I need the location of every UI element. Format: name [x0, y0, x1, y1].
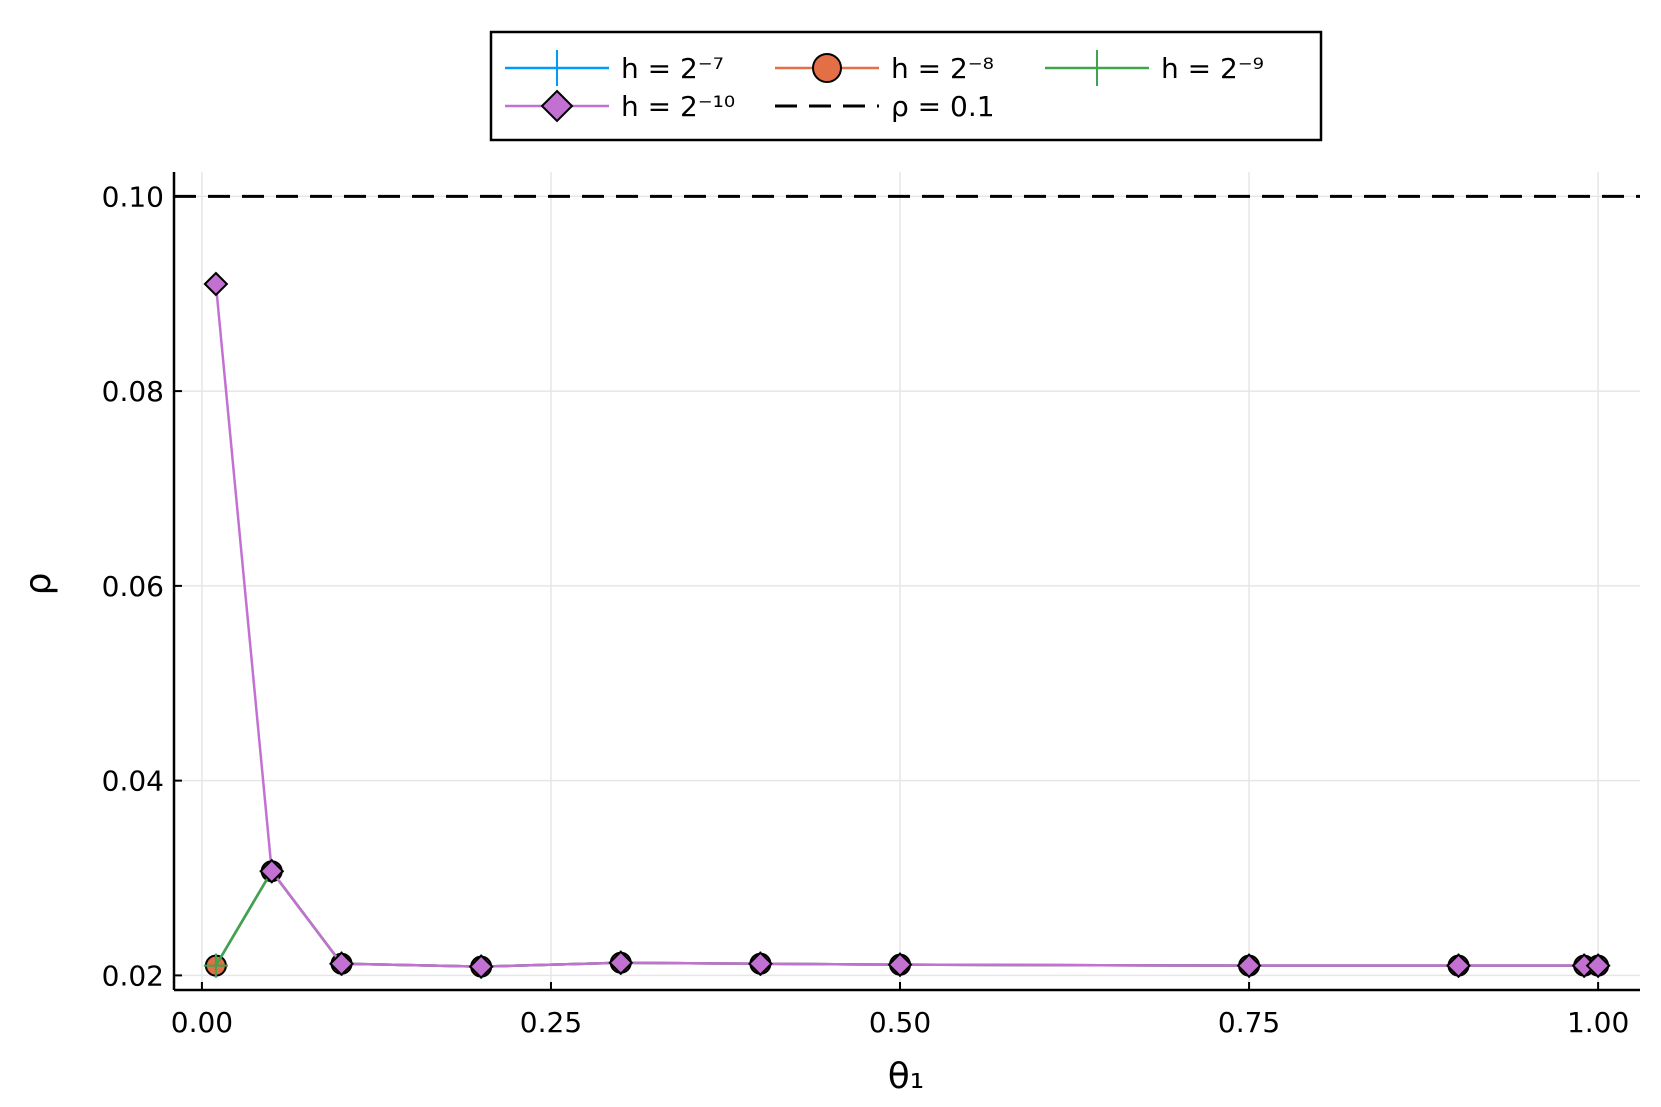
data-point — [887, 952, 913, 978]
data-point — [203, 271, 229, 297]
data-point — [1585, 953, 1611, 979]
y-tick-label: 0.04 — [102, 765, 164, 798]
x-tick-label: 0.75 — [1218, 1006, 1280, 1039]
legend-label: ρ = 0.1 — [891, 90, 995, 123]
data-point — [468, 954, 494, 980]
legend-label: h = 2⁻¹⁰ — [621, 90, 735, 123]
grid — [174, 172, 1640, 990]
data-point — [608, 950, 634, 976]
legend: h = 2⁻⁷ h = 2⁻⁸ h = 2⁻⁹ h = 2⁻¹⁰ ρ = 0.1 — [489, 30, 1323, 142]
data-point — [812, 53, 842, 83]
legend-entry-2: h = 2⁻⁸ — [775, 52, 994, 85]
series-layer — [203, 271, 1611, 980]
data-point — [539, 50, 575, 86]
data-point — [540, 89, 574, 123]
x-tick-label: 0.50 — [869, 1006, 931, 1039]
legend-label: h = 2⁻⁸ — [891, 52, 994, 85]
x-tick-label: 1.00 — [1567, 1006, 1629, 1039]
data-point — [1236, 953, 1262, 979]
legend-label: h = 2⁻⁹ — [1161, 52, 1264, 85]
x-axis-title: θ₁ — [888, 1056, 924, 1097]
legend-entry-5: ρ = 0.1 — [775, 90, 995, 123]
legend-entry-3: h = 2⁻⁹ — [1045, 50, 1264, 86]
series-4 — [203, 271, 1611, 980]
legend-box — [489, 30, 1323, 142]
legend-entry-4: h = 2⁻¹⁰ — [505, 89, 735, 123]
data-point — [747, 951, 773, 977]
data-point — [259, 858, 285, 884]
x-tick-label: 0.00 — [171, 1006, 233, 1039]
data-point — [1446, 953, 1471, 979]
y-tick-label: 0.06 — [102, 570, 164, 603]
y-tick-label: 0.02 — [102, 959, 164, 992]
legend-label: h = 2⁻⁷ — [621, 52, 724, 85]
data-point — [203, 953, 228, 978]
y-axis-title: ρ — [18, 573, 59, 596]
legend-entry-1: h = 2⁻⁷ — [505, 50, 724, 86]
data-point — [329, 951, 354, 977]
x-tick-label: 0.25 — [520, 1006, 582, 1039]
data-point — [1079, 50, 1115, 86]
y-tick-label: 0.10 — [102, 180, 164, 213]
axes — [172, 172, 1640, 992]
y-tick-label: 0.08 — [102, 375, 164, 408]
tick-labels: 0.00 0.25 0.50 0.75 1.00 0.02 0.04 0.06 0.08 0.10 — [102, 180, 1630, 1039]
